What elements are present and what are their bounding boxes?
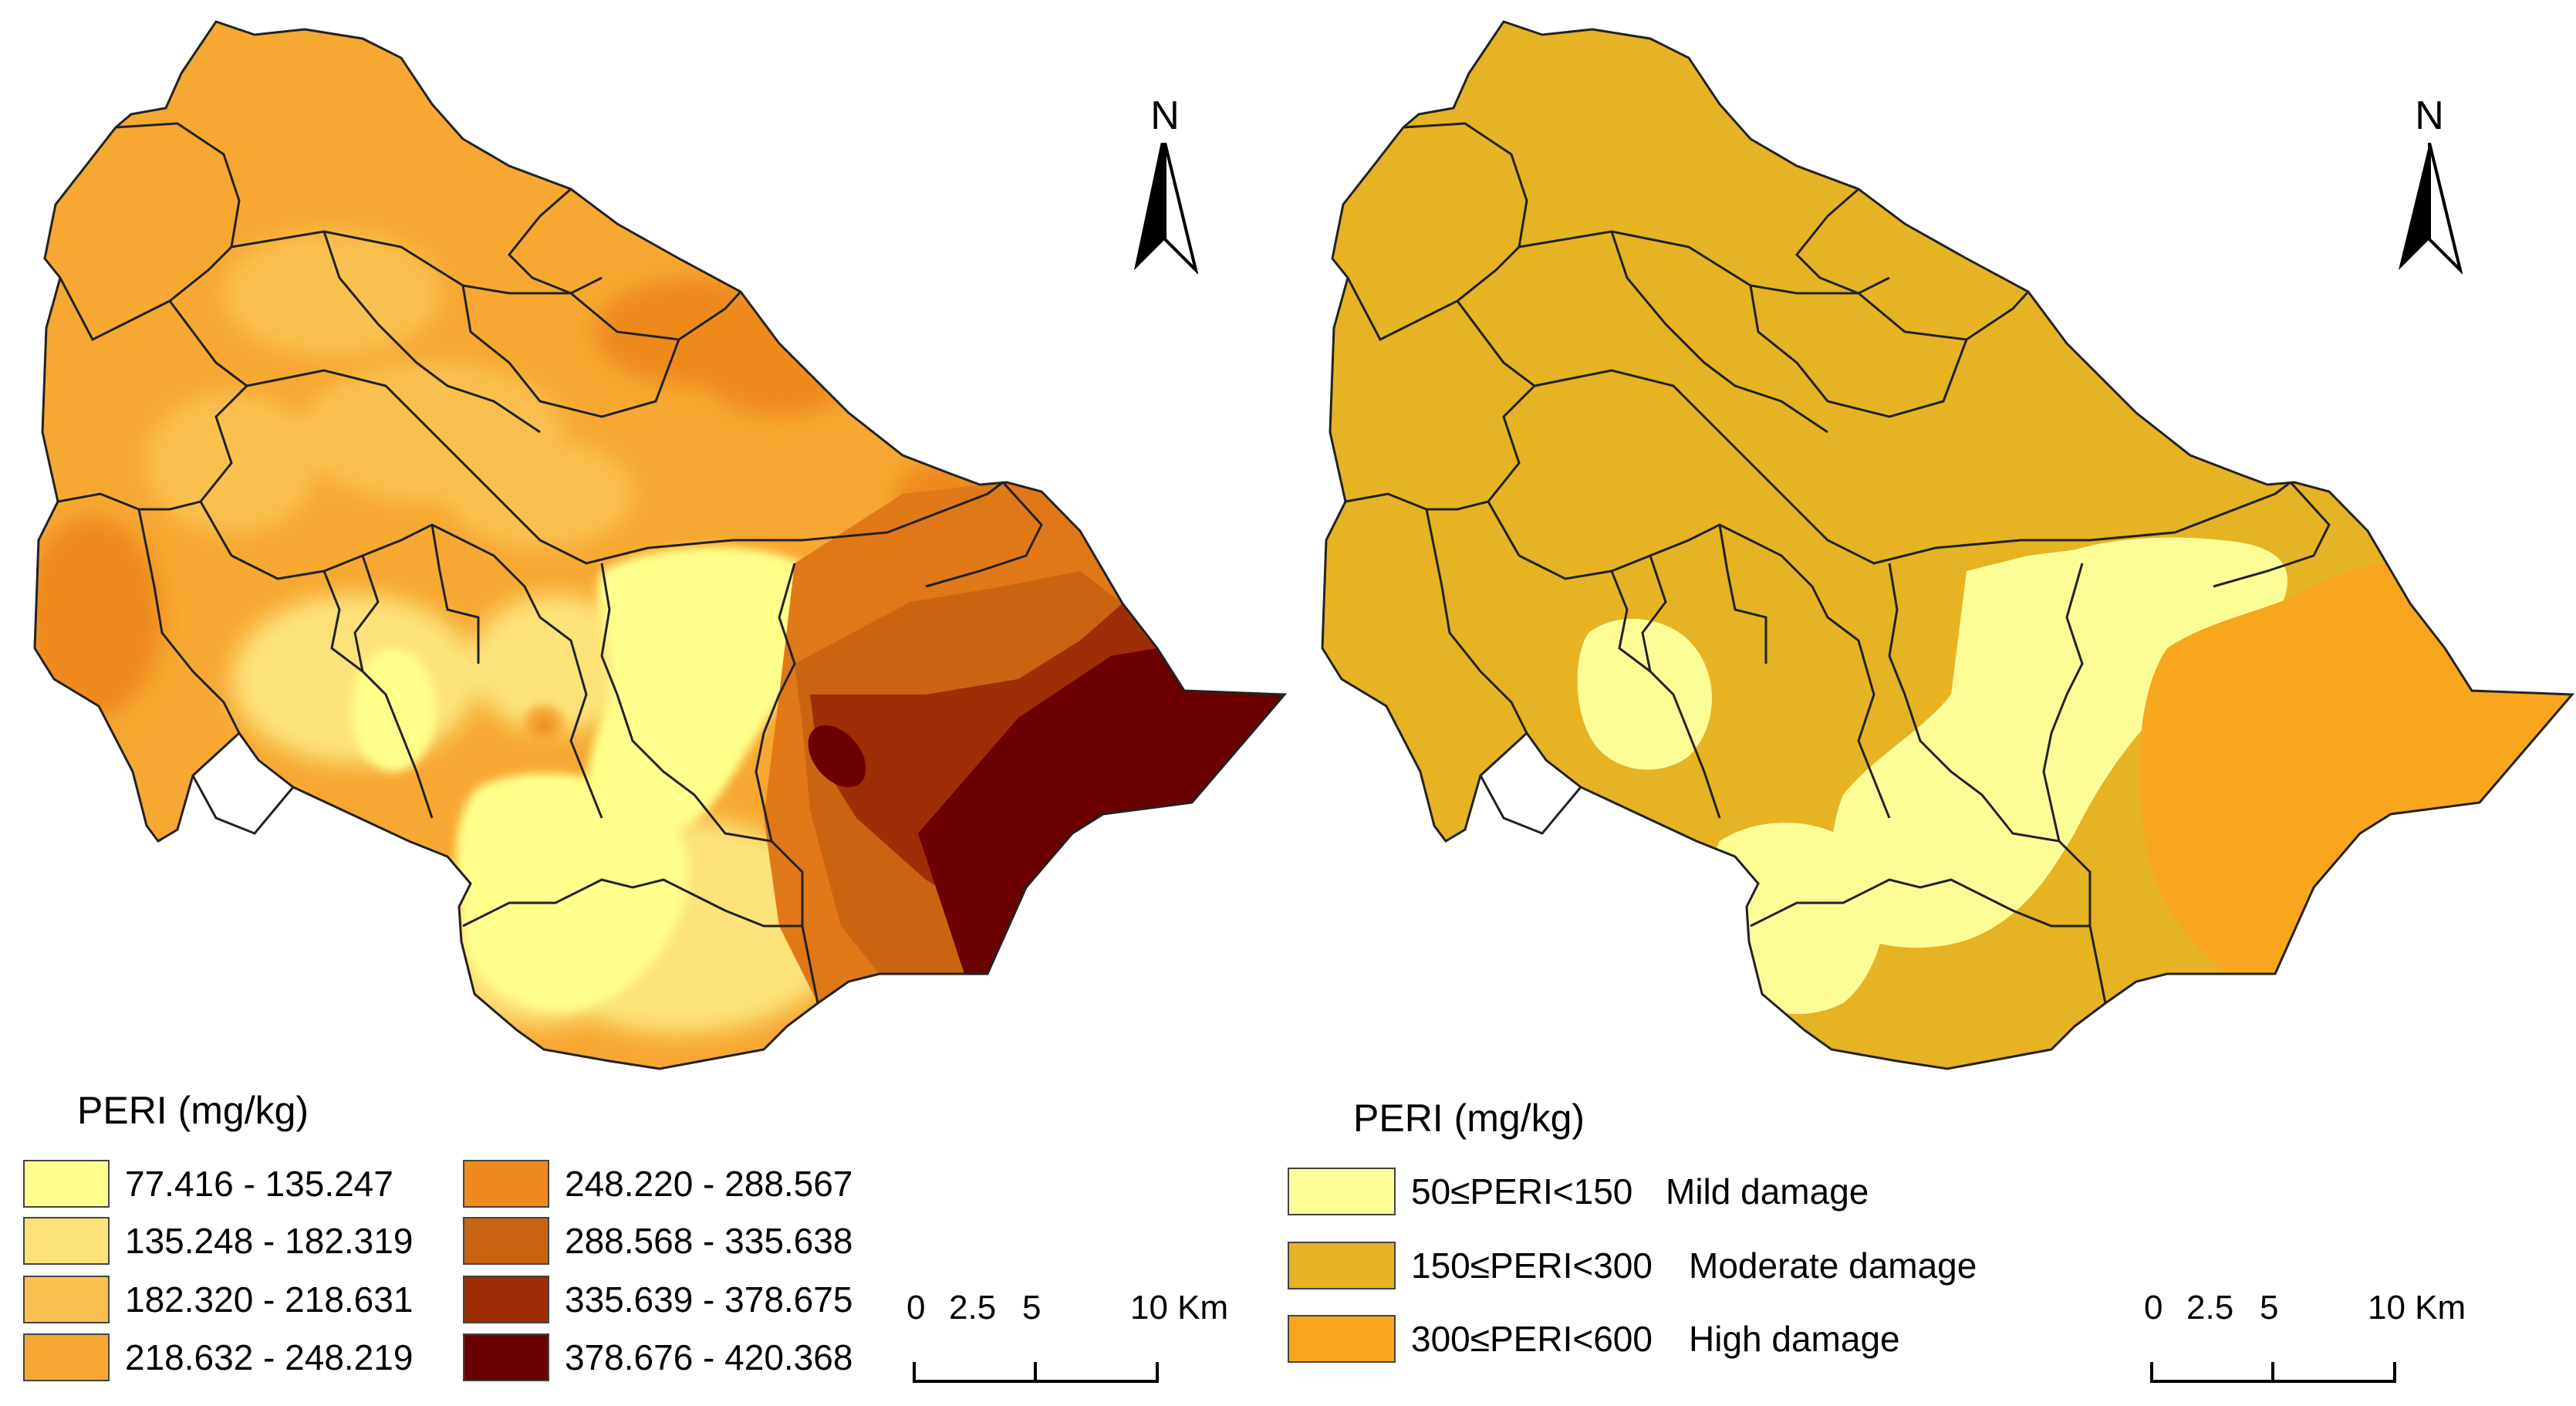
legend-title: PERI (mg/kg) (1353, 1097, 1585, 1140)
legend-label: 300≤PERI<600 (1411, 1319, 1653, 1359)
north-label: N (1150, 93, 1180, 138)
scale-line (2150, 1362, 2396, 1383)
legend-label: 182.320 - 218.631 (125, 1279, 414, 1320)
legend-item: 300≤PERI<600 High damage (1288, 1310, 1900, 1367)
legend-title: PERI (mg/kg) (77, 1089, 309, 1132)
legend-swatch (23, 1217, 110, 1265)
north-label: N (2415, 93, 2444, 138)
map-panel-right: N PERI (mg/kg) 50≤PERI<150 Mild damage 1… (1288, 0, 2576, 1406)
damage-surface (1322, 22, 2572, 1069)
north-arrow-icon (2399, 143, 2463, 274)
scale-bar: 0 2.5 5 10 Km (2144, 1289, 2466, 1397)
legend-description: Mild damage (1666, 1171, 1869, 1212)
legend-item: 77.416 - 135.247 (23, 1155, 393, 1212)
scale-tick-label: 2.5 (2186, 1289, 2234, 1327)
legend-swatch (1288, 1168, 1396, 1215)
legend-item: 150≤PERI<300 Moderate damage (1288, 1237, 1977, 1294)
legend-label: 218.632 - 248.219 (125, 1337, 414, 1377)
scale-tick-label: 5 (1022, 1289, 1042, 1327)
legend-item: 335.639 - 378.675 (463, 1271, 852, 1328)
peri-damage-map (1321, 20, 2574, 1070)
legend-item: 135.248 - 182.319 (23, 1212, 413, 1269)
legend-description: High damage (1689, 1319, 1900, 1359)
district-boundaries (33, 20, 1286, 1070)
legend-label: 135.248 - 182.319 (125, 1221, 414, 1261)
legend-label: 248.220 - 288.567 (565, 1164, 853, 1204)
scale-bar: 0 2.5 5 10 Km (906, 1289, 1228, 1397)
peri-surface (35, 22, 1285, 1069)
legend-label: 50≤PERI<150 (1411, 1171, 1633, 1212)
legend-label: 378.676 - 420.368 (565, 1337, 853, 1377)
north-arrow: N (1126, 93, 1204, 278)
legend-swatch (463, 1217, 549, 1265)
district-boundaries (1321, 20, 2574, 1070)
legend-item: 182.320 - 218.631 (23, 1271, 413, 1328)
legend-item: 248.220 - 288.567 (463, 1155, 852, 1212)
legend-item: 50≤PERI<150 Mild damage (1288, 1163, 1869, 1220)
legend-label: 150≤PERI<300 (1411, 1245, 1653, 1286)
legend-item: 288.568 - 335.638 (463, 1212, 852, 1269)
map-panel-left: N PERI (mg/kg) 77.416 - 135.247 135.248 … (23, 20, 1286, 1397)
legend-swatch (23, 1333, 110, 1381)
scale-tick-label: 2.5 (949, 1289, 997, 1327)
legend-swatch (463, 1333, 549, 1381)
scale-end-label: 10 Km (1130, 1289, 1229, 1327)
legend-swatch (23, 1160, 110, 1208)
legend-swatch (1288, 1315, 1396, 1363)
legend-swatch (1288, 1242, 1396, 1289)
legend-swatch (23, 1276, 110, 1323)
north-arrow-icon (1134, 143, 1199, 274)
legend-label: 77.416 - 135.247 (125, 1164, 393, 1204)
legend-item: 378.676 - 420.368 (463, 1329, 852, 1386)
scale-tick-label: 0 (2144, 1289, 2163, 1327)
north-arrow: N (2391, 93, 2468, 278)
legend-label: 335.639 - 378.675 (565, 1279, 853, 1320)
legend-description: Moderate damage (1689, 1245, 1977, 1286)
scale-tick-label: 5 (2260, 1289, 2279, 1327)
peri-continuous-map (33, 20, 1286, 1070)
legend-swatch (463, 1160, 549, 1208)
scale-line (913, 1362, 1159, 1383)
legend-swatch (463, 1276, 549, 1323)
legend-label: 288.568 - 335.638 (565, 1221, 853, 1261)
scale-end-label: 10 Km (2368, 1289, 2466, 1327)
legend-item: 218.632 - 248.219 (23, 1329, 413, 1386)
scale-tick-label: 0 (906, 1289, 926, 1327)
